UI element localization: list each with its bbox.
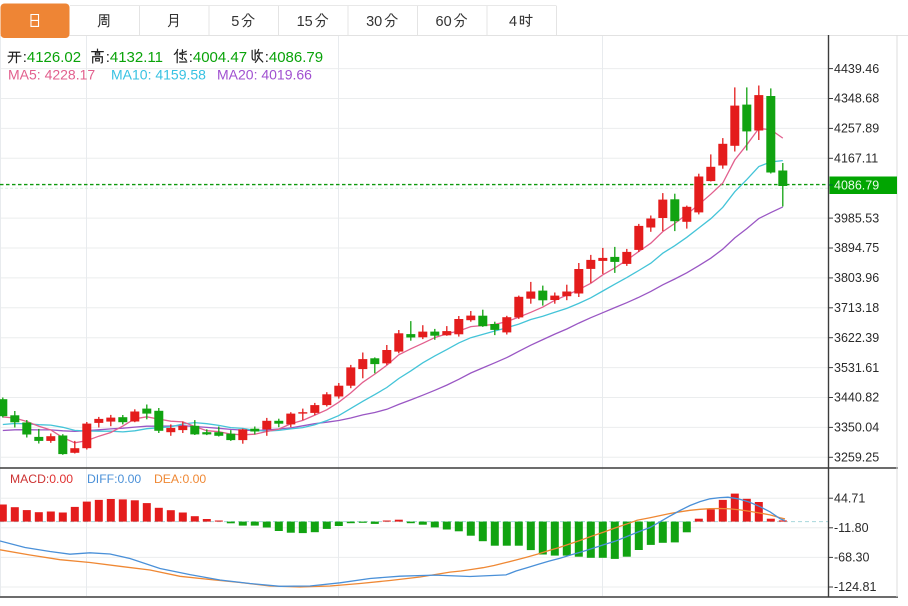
- svg-text:3894.75: 3894.75: [834, 241, 879, 255]
- svg-text:4257.89: 4257.89: [834, 122, 879, 136]
- svg-text:4439.46: 4439.46: [834, 62, 879, 76]
- svg-text:15: 15: [297, 14, 313, 30]
- svg-text:-68.30: -68.30: [834, 551, 869, 565]
- svg-text:4348.68: 4348.68: [834, 92, 879, 106]
- svg-text:3531.61: 3531.61: [834, 361, 879, 375]
- svg-text:5: 5: [231, 14, 239, 30]
- svg-text:DIFF:0.00: DIFF:0.00: [87, 472, 141, 486]
- svg-text:DEA:0.00: DEA:0.00: [154, 472, 206, 486]
- svg-text:44.71: 44.71: [834, 491, 865, 505]
- svg-text:MA20: 4019.66: MA20: 4019.66: [217, 67, 312, 83]
- svg-text::4132.11: :4132.11: [106, 49, 163, 66]
- svg-text:4167.11: 4167.11: [834, 152, 878, 166]
- svg-text:MACD:0.00: MACD:0.00: [10, 472, 73, 486]
- svg-text:-11.80: -11.80: [834, 521, 869, 535]
- svg-text:4086.79: 4086.79: [834, 179, 879, 193]
- svg-text:MA10: 4159.58: MA10: 4159.58: [111, 67, 206, 83]
- svg-text:3440.82: 3440.82: [834, 391, 879, 405]
- svg-text:3985.53: 3985.53: [834, 211, 879, 225]
- svg-text:3259.25: 3259.25: [834, 451, 879, 465]
- svg-text:MA5: 4228.17: MA5: 4228.17: [8, 67, 95, 83]
- svg-text:3713.18: 3713.18: [834, 301, 879, 315]
- svg-text:30: 30: [366, 14, 382, 30]
- svg-text:3350.04: 3350.04: [834, 421, 879, 435]
- svg-text:4: 4: [509, 14, 517, 30]
- svg-text:3622.39: 3622.39: [834, 331, 879, 345]
- svg-text:3803.96: 3803.96: [834, 271, 879, 285]
- svg-text::4086.79: :4086.79: [265, 49, 323, 66]
- svg-text:60: 60: [436, 14, 452, 30]
- svg-text::4004.47: :4004.47: [189, 49, 247, 66]
- svg-text:-124.81: -124.81: [834, 580, 876, 594]
- svg-text::4126.02: :4126.02: [23, 49, 81, 66]
